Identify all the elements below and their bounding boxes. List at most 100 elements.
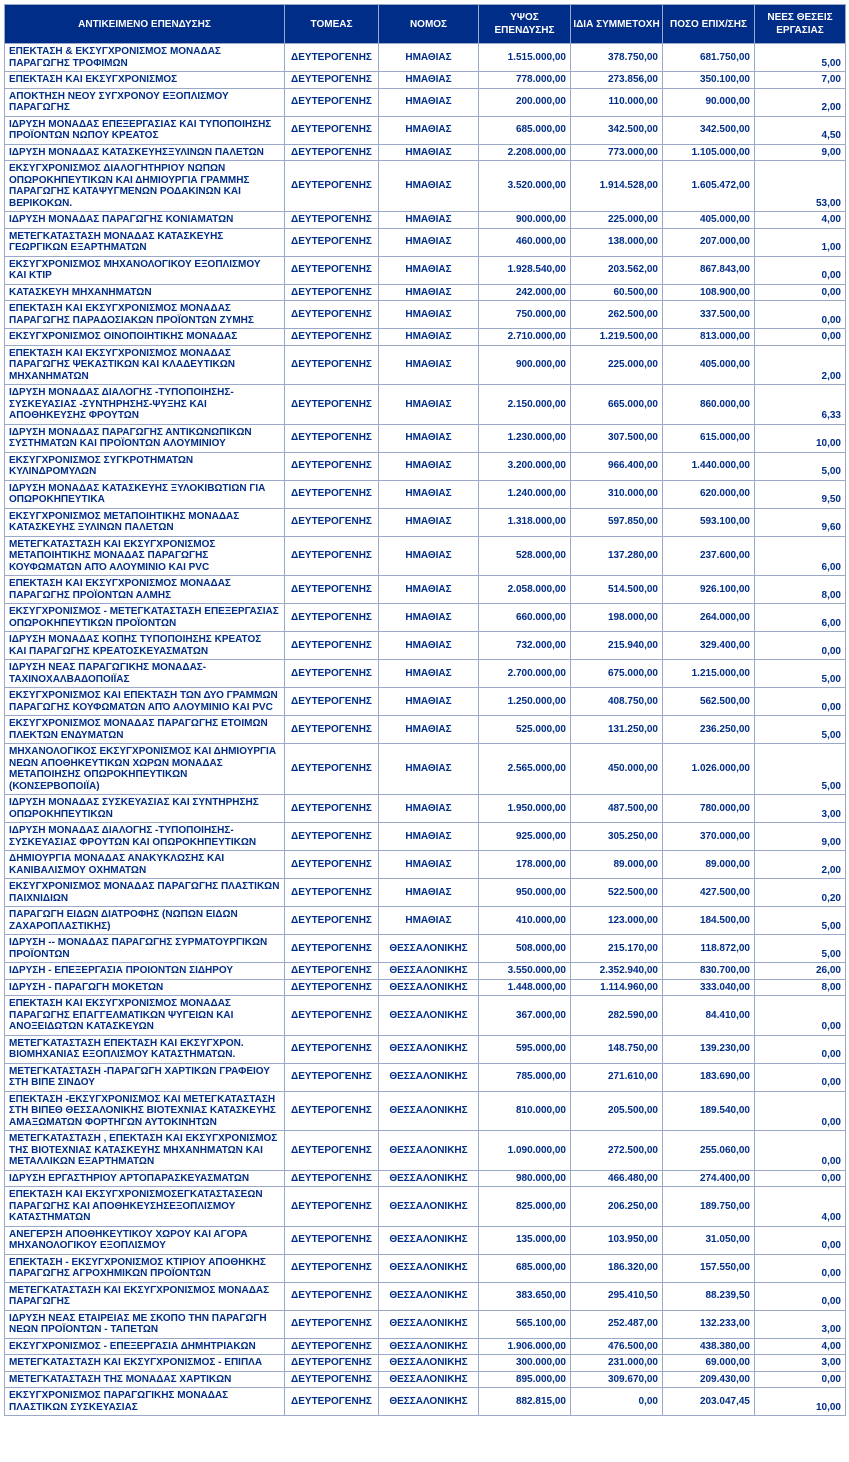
cell: 69.000,00	[663, 1355, 755, 1372]
cell: 6,00	[755, 604, 846, 632]
cell: 26,00	[755, 963, 846, 980]
cell: 264.000,00	[663, 604, 755, 632]
cell: ΜΗΧΑΝΟΛΟΓΙΚΟΣ ΕΚΣΥΓΧΡΟΝΙΣΜΟΣ ΚΑΙ ΔΗΜΙΟΥΡ…	[5, 744, 285, 795]
cell: 900.000,00	[479, 212, 571, 229]
table-row: ΜΕΤΕΓΚΑΤΑΣΤΑΣΗ ΜΟΝΑΔΑΣ ΚΑΤΑΣΚΕΥΗΣ ΓΕΩΡΓΙ…	[5, 228, 846, 256]
cell: ΗΜΑΘΙΑΣ	[379, 385, 479, 425]
cell: 9,00	[755, 144, 846, 161]
cell: 565.100,00	[479, 1310, 571, 1338]
cell: 2.710.000,00	[479, 329, 571, 346]
cell: 383.650,00	[479, 1282, 571, 1310]
table-row: ΑΠΟΚΤΗΣΗ ΝΕΟΥ ΣΥΓΧΡΟΝΟΥ ΕΞΟΠΛΙΣΜΟΥ ΠΑΡΑΓ…	[5, 88, 846, 116]
cell: ΠΑΡΑΓΩΓΗ ΕΙΔΩΝ ΔΙΑΤΡΟΦΗΣ (ΝΩΠΩΝ ΕΙΔΩΝ ΖΑ…	[5, 907, 285, 935]
cell: ΗΜΑΘΙΑΣ	[379, 212, 479, 229]
cell: 252.487,00	[571, 1310, 663, 1338]
cell: 2.565.000,00	[479, 744, 571, 795]
cell: 2.208.000,00	[479, 144, 571, 161]
cell: ΕΚΣΥΓΧΡΟΝΙΣΜΟΣ ΔΙΑΛΟΓΗΤΗΡΙΟΥ ΝΩΠΩΝ ΟΠΩΡΟ…	[5, 161, 285, 212]
table-row: ΜΕΤΕΓΚΑΤΑΣΤΑΣΗ ΤΗΣ ΜΟΝΑΔΑΣ ΧΑΡΤΙΚΩΝΔΕΥΤΕ…	[5, 1371, 846, 1388]
cell: 595.000,00	[479, 1035, 571, 1063]
cell: 3,00	[755, 795, 846, 823]
cell: 773.000,00	[571, 144, 663, 161]
cell: ΗΜΑΘΙΑΣ	[379, 480, 479, 508]
cell: ΙΔΡΥΣΗ ΕΡΓΑΣΤΗΡΙΟΥ ΑΡΤΟΠΑΡΑΣΚΕΥΑΣΜΑΤΩΝ	[5, 1170, 285, 1187]
cell: ΔΕΥΤΕΡΟΓΕΝΗΣ	[285, 212, 379, 229]
cell: ΔΕΥΤΕΡΟΓΕΝΗΣ	[285, 604, 379, 632]
cell: 1.928.540,00	[479, 256, 571, 284]
cell: 2.352.940,00	[571, 963, 663, 980]
cell: 206.250,00	[571, 1187, 663, 1227]
cell: ΜΕΤΕΓΚΑΤΑΣΤΑΣΗ , ΕΠΕΚΤΑΣΗ ΚΑΙ ΕΚΣΥΓΧΡΟΝΙ…	[5, 1131, 285, 1171]
table-row: ΕΠΕΚΤΑΣΗ -ΕΚΣΥΓΧΡΟΝΙΣΜΟΣ ΚΑΙ ΜΕΤΕΓΚΑΤΑΣΤ…	[5, 1091, 846, 1131]
cell: 5,00	[755, 716, 846, 744]
cell: ΘΕΣΣΑΛΟΝΙΚΗΣ	[379, 1282, 479, 1310]
cell: ΔΕΥΤΕΡΟΓΕΝΗΣ	[285, 996, 379, 1036]
table-row: ΜΕΤΕΓΚΑΤΑΣΤΑΣΗ ΚΑΙ ΕΚΣΥΓΧΡΟΝΙΣΜΟΣ ΜΕΤΑΠΟ…	[5, 536, 846, 576]
table-row: ΕΠΕΚΤΑΣΗ ΚΑΙ ΕΚΣΥΓΧΡΟΝΙΣΜΟΣΔΕΥΤΕΡΟΓΕΝΗΣΗ…	[5, 72, 846, 89]
table-row: ΕΚΣΥΓΧΡΟΝΙΣΜΟΣ ΜΟΝΑΔΑΣ ΠΑΡΑΓΩΓΗΣ ΠΛΑΣΤΙΚ…	[5, 879, 846, 907]
table-row: ΙΔΡΥΣΗ - ΕΠΕΞΕΡΓΑΣΙΑ ΠΡΟΙΟΝΤΩΝ ΣΙΔΗΡΟΥΔΕ…	[5, 963, 846, 980]
cell: ΔΕΥΤΕΡΟΓΕΝΗΣ	[285, 632, 379, 660]
col-header-6: ΝΕΕΣ ΘΕΣΕΙΣ ΕΡΓΑΣΙΑΣ	[755, 5, 846, 44]
cell: 110.000,00	[571, 88, 663, 116]
cell: 926.100,00	[663, 576, 755, 604]
cell: 255.060,00	[663, 1131, 755, 1171]
cell: 681.750,00	[663, 44, 755, 72]
cell: 4,00	[755, 1187, 846, 1227]
cell: 138.000,00	[571, 228, 663, 256]
cell: ΔΕΥΤΕΡΟΓΕΝΗΣ	[285, 716, 379, 744]
cell: 1.026.000,00	[663, 744, 755, 795]
cell: 198.000,00	[571, 604, 663, 632]
cell: 90.000,00	[663, 88, 755, 116]
cell: ΗΜΑΘΙΑΣ	[379, 823, 479, 851]
table-row: ΕΚΣΥΓΧΡΟΝΙΣΜΟΣ ΔΙΑΛΟΓΗΤΗΡΙΟΥ ΝΩΠΩΝ ΟΠΩΡΟ…	[5, 161, 846, 212]
cell: ΔΕΥΤΕΡΟΓΕΝΗΣ	[285, 660, 379, 688]
cell: 514.500,00	[571, 576, 663, 604]
table-row: ΜΕΤΕΓΚΑΤΑΣΤΑΣΗ -ΠΑΡΑΓΩΓΗ ΧΑΡΤΙΚΩΝ ΓΡΑΦΕΙ…	[5, 1063, 846, 1091]
cell: 137.280,00	[571, 536, 663, 576]
cell: 427.500,00	[663, 879, 755, 907]
cell: 1.230.000,00	[479, 424, 571, 452]
cell: ΗΜΑΘΙΑΣ	[379, 907, 479, 935]
cell: 476.500,00	[571, 1338, 663, 1355]
cell: ΘΕΣΣΑΛΟΝΙΚΗΣ	[379, 1355, 479, 1372]
cell: ΘΕΣΣΑΛΟΝΙΚΗΣ	[379, 1035, 479, 1063]
cell: 2.700.000,00	[479, 660, 571, 688]
cell: 157.550,00	[663, 1254, 755, 1282]
cell: ΘΕΣΣΑΛΟΝΙΚΗΣ	[379, 935, 479, 963]
cell: ΙΔΡΥΣΗ ΜΟΝΑΔΑΣ ΚΑΤΑΣΚΕΥΗΣΞΥΛΙΝΩΝ ΠΑΛΕΤΩΝ	[5, 144, 285, 161]
cell: 597.850,00	[571, 508, 663, 536]
table-header: ΑΝΤΙΚΕΙΜΕΝΟ ΕΠΕΝΔΥΣΗΣΤΟΜΕΑΣΝΟΜΟΣΥΨΟΣ ΕΠΕ…	[5, 5, 846, 44]
cell: 123.000,00	[571, 907, 663, 935]
cell: ΙΔΡΥΣΗ ΝΕΑΣ ΠΑΡΑΓΩΓΙΚΗΣ ΜΟΝΑΔΑΣ-ΤΑΧΙΝΟΧΑ…	[5, 660, 285, 688]
cell: ΔΕΥΤΕΡΟΓΕΝΗΣ	[285, 284, 379, 301]
cell: ΔΕΥΤΕΡΟΓΕΝΗΣ	[285, 1226, 379, 1254]
cell: 528.000,00	[479, 536, 571, 576]
cell: 4,50	[755, 116, 846, 144]
cell: ΙΔΡΥΣΗ - ΠΑΡΑΓΩΓΗ ΜΟΚΕΤΩΝ	[5, 979, 285, 996]
cell: 2,00	[755, 345, 846, 385]
cell: ΘΕΣΣΑΛΟΝΙΚΗΣ	[379, 963, 479, 980]
cell: 262.500,00	[571, 301, 663, 329]
cell: ΙΔΡΥΣΗ ΜΟΝΑΔΑΣ ΣΥΣΚΕΥΑΣΙΑΣ ΚΑΙ ΣΥΝΤΗΡΗΣΗ…	[5, 795, 285, 823]
cell: ΔΕΥΤΕΡΟΓΕΝΗΣ	[285, 823, 379, 851]
cell: ΗΜΑΘΙΑΣ	[379, 116, 479, 144]
cell: ΔΕΥΤΕΡΟΓΕΝΗΣ	[285, 688, 379, 716]
col-header-5: ΠΟΣΟ ΕΠΙΧ/ΣΗΣ	[663, 5, 755, 44]
cell: ΗΜΑΘΙΑΣ	[379, 424, 479, 452]
cell: 310.000,00	[571, 480, 663, 508]
cell: 329.400,00	[663, 632, 755, 660]
cell: ΘΕΣΣΑΛΟΝΙΚΗΣ	[379, 1131, 479, 1171]
cell: ΕΚΣΥΓΧΡΟΝΙΣΜΟΣ ΣΥΓΚΡΟΤΗΜΑΤΩΝ ΚΥΛΙΝΔΡΟΜΥΛ…	[5, 452, 285, 480]
cell: 0,00	[755, 1254, 846, 1282]
cell: 84.410,00	[663, 996, 755, 1036]
cell: 367.000,00	[479, 996, 571, 1036]
cell: 2.058.000,00	[479, 576, 571, 604]
table-row: ΜΕΤΕΓΚΑΤΑΣΤΑΣΗ , ΕΠΕΚΤΑΣΗ ΚΑΙ ΕΚΣΥΓΧΡΟΝΙ…	[5, 1131, 846, 1171]
table-row: ΕΠΕΚΤΑΣΗ - ΕΚΣΥΓΧΡΟΝΙΣΜΟΣ ΚΤΙΡΙΟΥ ΑΠΟΘΗΚ…	[5, 1254, 846, 1282]
cell: ΘΕΣΣΑΛΟΝΙΚΗΣ	[379, 1338, 479, 1355]
cell: ΑΠΟΚΤΗΣΗ ΝΕΟΥ ΣΥΓΧΡΟΝΟΥ ΕΞΟΠΛΙΣΜΟΥ ΠΑΡΑΓ…	[5, 88, 285, 116]
col-header-3: ΥΨΟΣ ΕΠΕΝΔΥΣΗΣ	[479, 5, 571, 44]
cell: ΗΜΑΘΙΑΣ	[379, 795, 479, 823]
cell: ΕΚΣΥΓΧΡΟΝΙΣΜΟΣ - ΕΠΕΞΕΡΓΑΣΙΑ ΔΗΜΗΤΡΙΑΚΩΝ	[5, 1338, 285, 1355]
